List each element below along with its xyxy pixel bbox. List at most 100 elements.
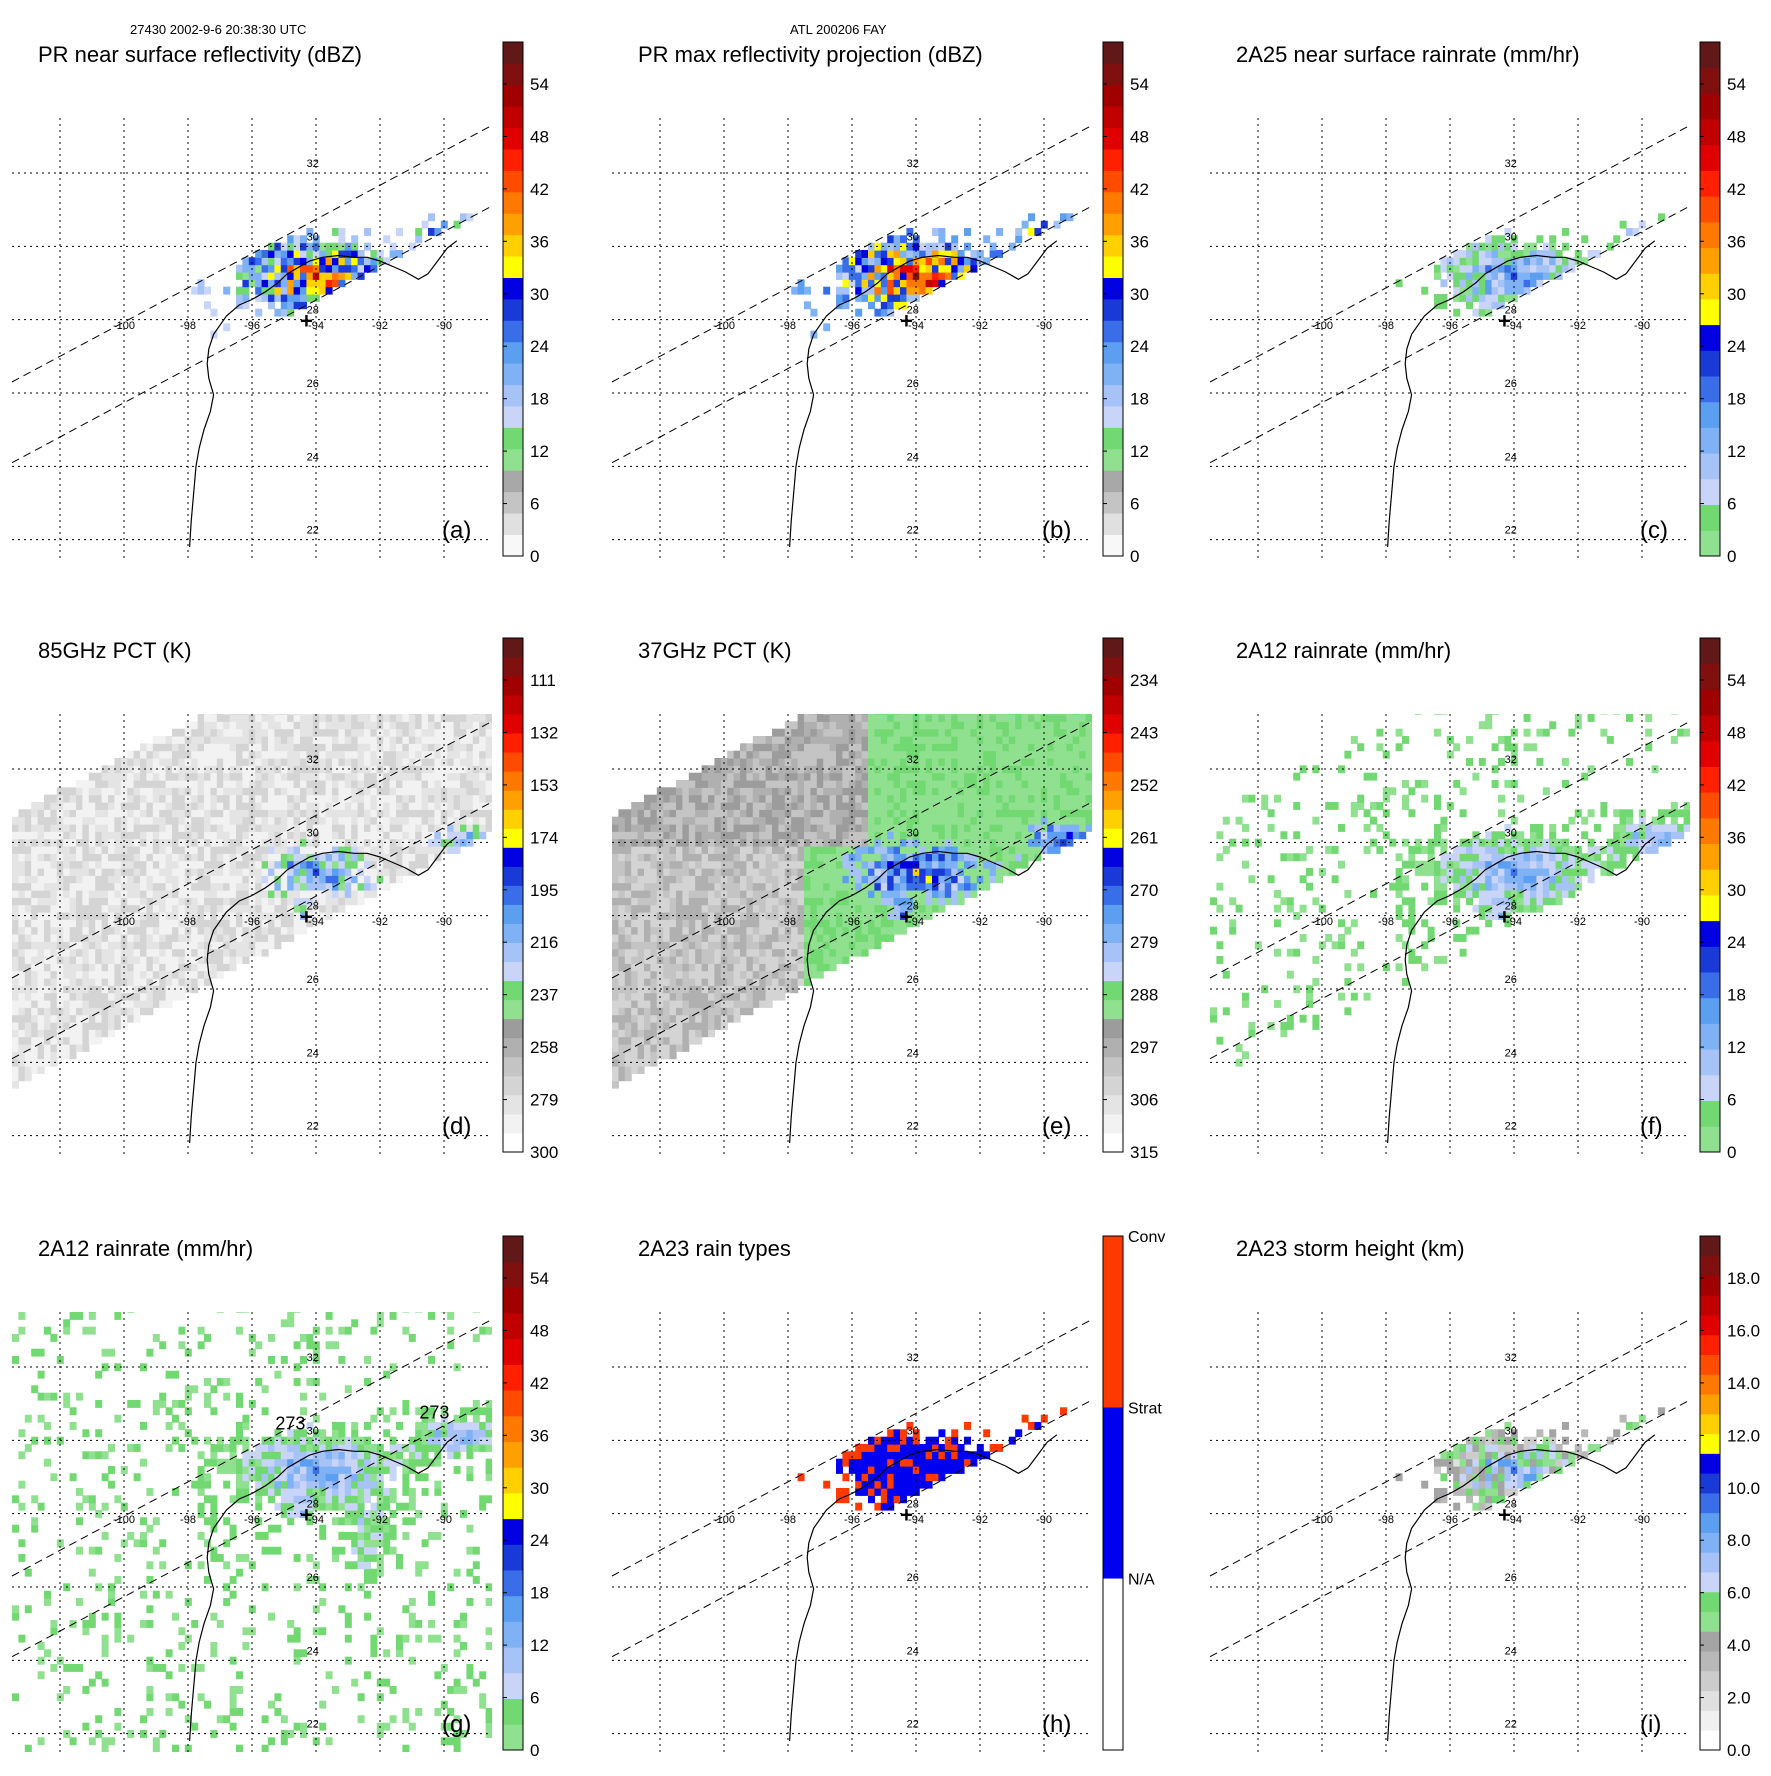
cell-e: [708, 853, 715, 861]
cell-d: [127, 890, 134, 898]
cell-d: [300, 802, 307, 810]
cell-e: [727, 795, 734, 803]
cell-e: [874, 758, 881, 766]
cell-d: [31, 846, 38, 854]
cell-e: [631, 853, 638, 861]
cell-e: [676, 905, 683, 913]
cell-d: [38, 824, 45, 832]
cell-d: [402, 773, 409, 781]
cell-d: [294, 729, 301, 737]
cell-e: [663, 853, 670, 861]
cell-e: [798, 773, 805, 781]
cell-d: [204, 773, 211, 781]
cell-a: [338, 257, 345, 265]
cell-d: [12, 861, 19, 869]
cell-d: [76, 802, 83, 810]
cell-d: [82, 853, 89, 861]
cell-e: [804, 751, 811, 759]
cell-d: [82, 817, 89, 825]
lat-label: 30: [307, 231, 319, 243]
cell-a: [236, 272, 243, 280]
cell-d: [44, 875, 51, 883]
cell-d: [422, 817, 429, 825]
cell-d: [140, 941, 147, 949]
cell-e: [868, 758, 875, 766]
cell-e: [625, 809, 632, 817]
cell-d: [95, 773, 102, 781]
cell-d: [38, 1007, 45, 1015]
cell-e: [702, 773, 709, 781]
cell-d: [236, 787, 243, 795]
cell-d: [63, 978, 70, 986]
cell-b: [906, 250, 913, 258]
cell-d: [422, 743, 429, 751]
cell-e: [810, 956, 817, 964]
cell-e: [702, 963, 709, 971]
cell-d: [25, 824, 32, 832]
cell-a: [300, 287, 307, 295]
cell-b: [970, 250, 977, 258]
cell-d: [198, 736, 205, 744]
cell-e: [708, 1015, 715, 1023]
cell-d: [25, 883, 32, 891]
colorbar-swatch: [1700, 222, 1720, 248]
cell-d: [434, 809, 441, 817]
cell-d: [364, 795, 371, 803]
cell-d: [473, 817, 480, 825]
cell-d: [287, 809, 294, 817]
cell-b: [926, 257, 933, 265]
cell-d: [217, 758, 224, 766]
cell-e: [830, 707, 837, 715]
cell-d: [326, 897, 333, 905]
cell-d: [332, 736, 339, 744]
lon-label: -90: [436, 320, 452, 332]
cell-d: [236, 721, 243, 729]
cell-e: [644, 978, 651, 986]
cell-c: [1479, 279, 1486, 287]
cell-d: [364, 729, 371, 737]
cell-b: [836, 265, 843, 273]
cell-e: [708, 802, 715, 810]
cell-e: [734, 1000, 741, 1008]
cell-d: [25, 978, 32, 986]
cell-d: [255, 824, 262, 832]
cell-c: [1472, 272, 1479, 280]
cell-d: [294, 875, 301, 883]
cell-e: [676, 1022, 683, 1030]
cell-e: [746, 883, 753, 891]
cell-e: [887, 736, 894, 744]
cell-d: [326, 795, 333, 803]
cell-d: [166, 751, 173, 759]
cell-e: [650, 1007, 657, 1015]
cell-d: [319, 736, 326, 744]
cell-d: [364, 890, 371, 898]
cell-e: [810, 751, 817, 759]
cell-e: [810, 743, 817, 751]
colorbar-tick-label: 12: [530, 442, 549, 461]
cell-e: [791, 963, 798, 971]
cell-d: [198, 817, 205, 825]
cell-d: [76, 978, 83, 986]
cell-d: [198, 751, 205, 759]
cell-e: [887, 780, 894, 788]
cell-d: [274, 941, 281, 949]
cell-e: [906, 707, 913, 715]
cell-e: [714, 1022, 721, 1030]
cell-d: [134, 875, 141, 883]
cell-e: [676, 787, 683, 795]
cell-d: [159, 736, 166, 744]
cell-e: [740, 897, 747, 905]
cell-a: [332, 265, 339, 273]
cell-d: [198, 802, 205, 810]
cell-e: [670, 1037, 677, 1045]
cell-e: [766, 919, 773, 927]
cell-d: [114, 853, 121, 861]
cell-d: [57, 956, 64, 964]
cell-e: [759, 787, 766, 795]
cell-c: [1530, 250, 1537, 258]
cell-e: [830, 963, 837, 971]
cell-e: [817, 802, 824, 810]
cell-e: [862, 751, 869, 759]
cell-e: [919, 787, 926, 795]
